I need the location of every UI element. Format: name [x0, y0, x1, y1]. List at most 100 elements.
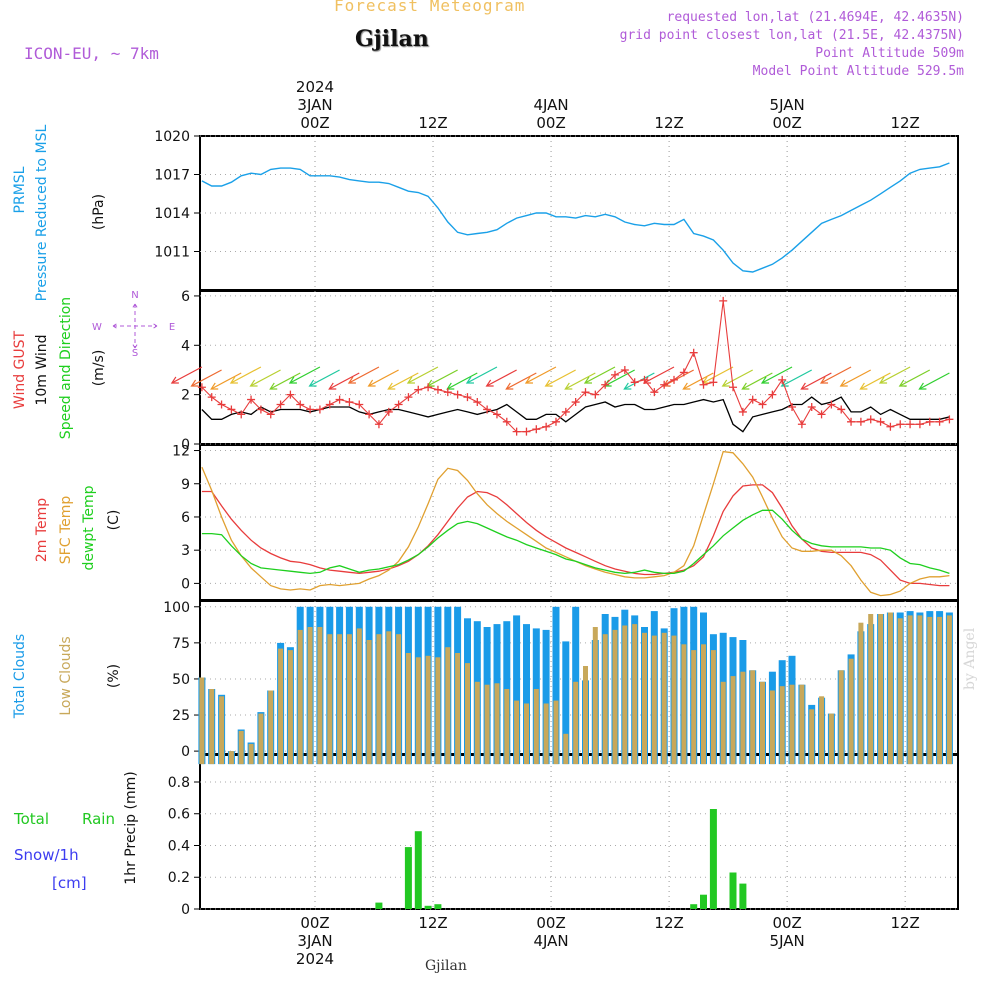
wind-arrow-head	[859, 382, 868, 390]
wind-arrow-head	[249, 379, 258, 387]
low-cloud-bar	[878, 614, 884, 765]
gust-marker	[945, 415, 954, 424]
gust-marker	[925, 417, 934, 426]
low-cloud-bar	[543, 703, 549, 765]
time-label-bottom: 12Z	[890, 914, 919, 932]
low-cloud-bar	[750, 670, 756, 765]
point-altitude: Point Altitude 509m	[815, 46, 964, 61]
low-cloud-bar	[927, 616, 933, 765]
time-label-bottom: 00Z	[536, 914, 565, 932]
gust-marker	[856, 417, 865, 426]
gust-marker	[197, 383, 206, 392]
gust-marker	[414, 385, 423, 394]
model-label: ICON-EU, ~ 7km	[24, 44, 159, 63]
rain-bar	[375, 902, 383, 909]
wind-arrow-head	[780, 379, 789, 387]
y-tick-label: 9	[181, 477, 190, 493]
precip-cm-label: [cm]	[52, 874, 87, 892]
y-tick-label: 0	[181, 576, 190, 592]
gust-marker	[896, 420, 905, 429]
wind-direction-arrow	[781, 369, 813, 387]
gust-marker	[551, 417, 560, 426]
low-cloud-bar	[484, 684, 490, 765]
gust-marker	[463, 393, 472, 402]
wind-arrow-head	[229, 376, 238, 384]
series-line-wind-gust	[201, 300, 950, 433]
gust-marker	[719, 296, 728, 305]
y-tick-label: 100	[163, 600, 190, 616]
precip-snow-label: Snow/1h	[14, 846, 79, 864]
gust-marker	[561, 407, 570, 416]
y-tick-label: 0	[181, 902, 190, 918]
gust-marker	[709, 378, 718, 387]
gust-marker	[610, 370, 619, 379]
wind-direction-arrow	[742, 372, 773, 390]
low-cloud-bar	[691, 650, 697, 765]
y-tick-label: 1014	[154, 206, 190, 222]
y-tick-label: 0.4	[168, 838, 190, 854]
gust-marker	[217, 400, 226, 409]
gust-marker	[247, 395, 256, 404]
low-cloud-bar	[405, 653, 411, 765]
gust-marker	[542, 422, 551, 431]
compass-n: N	[131, 290, 138, 301]
rain-bar	[690, 904, 698, 909]
wind-arrow-head	[524, 376, 533, 384]
temp-dewpt-label: dewpt Temp	[81, 485, 97, 570]
series-line-wind-10m-wind	[201, 396, 950, 433]
low-cloud-bar	[209, 689, 215, 765]
wind-direction-label: Speed and Direction	[58, 297, 74, 439]
y-tick-label: 0.6	[168, 807, 190, 823]
time-label-bottom: 2024	[296, 950, 334, 968]
time-label-top: 5JAN	[770, 96, 805, 114]
wind-direction-arrow	[643, 366, 675, 384]
wind-arrow-head	[190, 379, 199, 387]
gust-marker	[797, 420, 806, 429]
gust-label: Wind GUST	[12, 330, 28, 409]
wind-arrow-head	[465, 376, 474, 384]
gust-marker	[866, 415, 875, 424]
gust-marker	[424, 383, 433, 392]
series-line-temperature-2m-temp	[201, 484, 950, 587]
gust-marker	[443, 388, 452, 397]
gust-marker	[788, 402, 797, 411]
low-cloud-bar	[287, 650, 293, 765]
time-label-top: 00Z	[536, 114, 565, 132]
wind-arrow-head	[918, 382, 927, 390]
gust-marker	[886, 422, 895, 431]
gust-marker	[817, 410, 826, 419]
grid-point-coords: grid point closest lon,lat (21.5E, 42.43…	[619, 28, 964, 43]
low-cloud-bar	[740, 671, 746, 765]
gust-marker	[640, 375, 649, 384]
wind-direction-arrow	[269, 372, 301, 390]
low-cloud-bar	[583, 666, 588, 765]
low-cloud-bar	[828, 713, 834, 765]
low-cloud-bar	[897, 618, 903, 765]
series-line-temperature-dewpt-temp	[201, 509, 950, 575]
gust-marker	[679, 368, 688, 377]
clouds-unit: (%)	[106, 664, 122, 688]
wind-direction-arrow	[407, 366, 439, 384]
low-cloud-bar	[769, 690, 775, 765]
low-cloud-bar	[573, 681, 579, 765]
panel-frame-temperature	[199, 444, 959, 601]
wind-direction-arrow	[466, 366, 498, 384]
low-cloud-bar	[592, 627, 598, 765]
low-cloud-bar	[376, 634, 382, 765]
low-cloud-bar	[455, 653, 461, 765]
wind-direction-arrow	[427, 369, 458, 387]
wind-direction-arrow	[387, 372, 419, 390]
low-cloud-bar	[701, 644, 706, 765]
compass-e: E	[169, 322, 175, 333]
y-tick-label: 1011	[154, 245, 190, 261]
gust-marker	[738, 407, 747, 416]
low-cloud-bar	[297, 629, 303, 765]
y-tick-label: 0.2	[168, 870, 190, 886]
low-cloud-bar	[474, 681, 480, 765]
wind-arrow-head	[210, 382, 219, 390]
time-label-top: 12Z	[418, 114, 447, 132]
wind-direction-arrow	[722, 369, 753, 387]
temp-2m-label: 2m Temp	[34, 498, 50, 562]
gust-marker	[581, 388, 590, 397]
